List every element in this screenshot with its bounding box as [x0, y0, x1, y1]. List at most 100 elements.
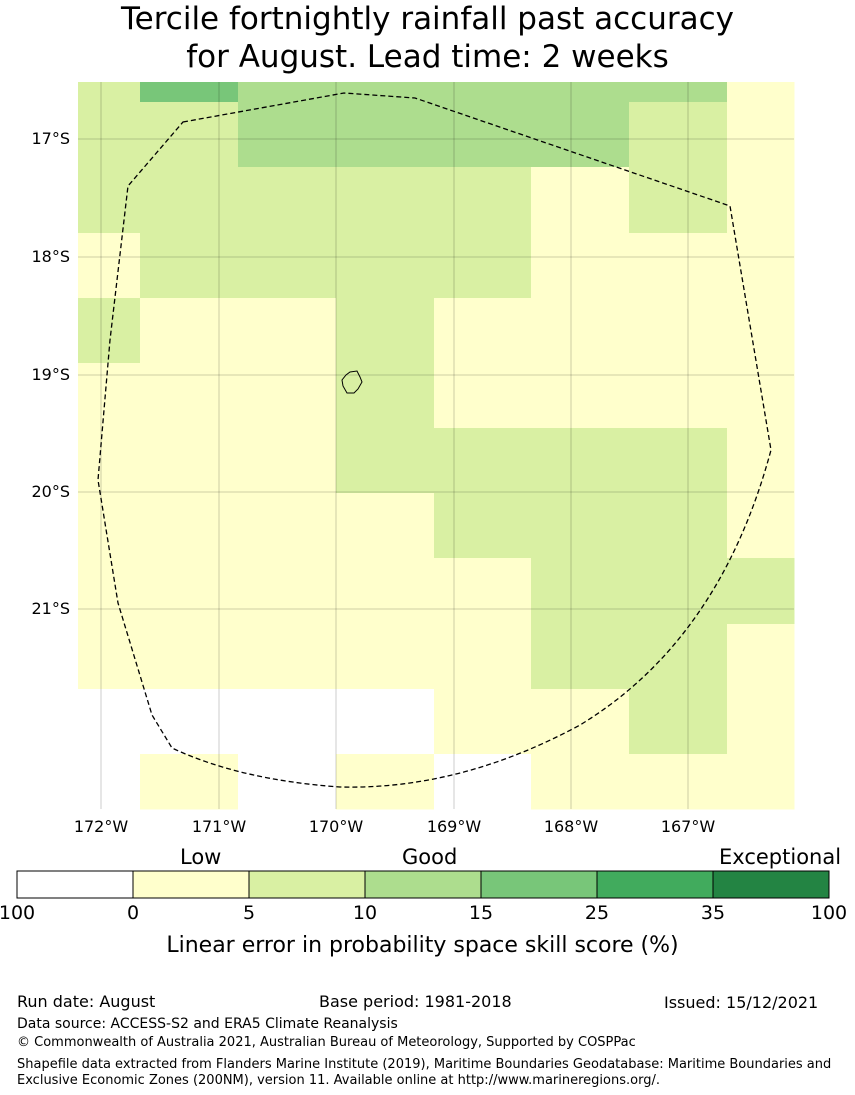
grid-cell [434, 624, 532, 690]
grid-cell [531, 167, 630, 234]
grid-cell [629, 82, 728, 103]
grid-cell [238, 233, 337, 299]
grid-cell [531, 428, 630, 494]
grid-cell [140, 363, 239, 429]
skill-map [78, 82, 795, 810]
grid-cell [78, 428, 141, 494]
grid-cell [531, 363, 630, 429]
grid-cell [727, 558, 795, 625]
grid-cell [78, 558, 141, 625]
lat-label: 21°S [31, 599, 70, 618]
grid-cell [727, 689, 795, 755]
eez-boundary [97, 92, 772, 788]
grid-cell [238, 102, 337, 168]
lon-label: 167°W [660, 817, 716, 836]
colorbar-tick: 10 [352, 902, 378, 924]
title-line-2: for August. Lead time: 2 weeks [186, 39, 669, 75]
map-gridlines [78, 82, 794, 809]
grid-cell [78, 624, 141, 690]
grid-cell [78, 102, 141, 168]
colorbar-tick: 5 [242, 902, 256, 924]
grid-cell [531, 754, 630, 810]
colorbar-low-label: Low [180, 845, 222, 869]
grid-cell [238, 493, 337, 559]
grid-cell [727, 233, 795, 299]
grid-cell [727, 167, 795, 234]
grid-cell [629, 689, 728, 755]
grid-cell [629, 363, 728, 429]
grid-cell [531, 82, 630, 103]
grid-cell [336, 689, 435, 755]
grid-cell [434, 493, 532, 559]
lon-label: 172°W [73, 817, 129, 836]
grid-cell [336, 493, 435, 559]
grid-cell [140, 102, 239, 168]
colorbar-bin [17, 871, 133, 898]
grid-cell [629, 298, 728, 364]
grid-cell [434, 428, 532, 494]
grid-cell [434, 363, 532, 429]
grid-cell [78, 82, 141, 103]
grid-cell [434, 689, 532, 755]
grid-cell [727, 493, 795, 559]
grid-cell [140, 428, 239, 494]
grid-cell [140, 233, 239, 299]
niue-island-outline [341, 370, 363, 394]
grid-cell [78, 298, 141, 364]
colorbar-dividers [132, 871, 714, 898]
grid-cell [78, 233, 141, 299]
grid-cell [629, 558, 728, 625]
colorbar-frame [16, 870, 830, 899]
grid-cell [238, 298, 337, 364]
colorbar-tick: 0 [126, 902, 140, 924]
shapefile-credit: Shapefile data extracted from Flanders M… [17, 1057, 832, 1088]
grid-cell [336, 102, 435, 168]
colorbar-bin [597, 871, 713, 898]
grid-cell [629, 624, 728, 690]
grid-cell [140, 298, 239, 364]
colorbar-good-label: Good [402, 845, 458, 869]
lon-label: 169°W [426, 817, 482, 836]
grid-cell [434, 754, 532, 810]
copyright: © Commonwealth of Australia 2021, Austra… [17, 1035, 636, 1050]
grid-cell [727, 363, 795, 429]
grid-cell [78, 754, 141, 810]
grid-cell [140, 754, 239, 810]
grid-cell [434, 233, 532, 299]
grid-cell [336, 82, 435, 103]
grid-cell [336, 167, 435, 234]
grid-cell [531, 558, 630, 625]
title-line-1: Tercile fortnightly rainfall past accura… [120, 1, 735, 37]
grid-cell [531, 624, 630, 690]
colorbar-exceptional-label: Exceptional [719, 845, 842, 869]
grid-cell [629, 493, 728, 559]
grid-cell [238, 363, 337, 429]
colorbar-tick: 100 [0, 902, 36, 924]
grid-cell [238, 624, 337, 690]
grid-cell [727, 624, 795, 690]
grid-cell [531, 493, 630, 559]
colorbar-tick: 25 [584, 902, 610, 924]
grid-cell [336, 363, 435, 429]
lon-label: 168°W [543, 817, 599, 836]
grid-cell [238, 689, 337, 755]
grid-cell [727, 102, 795, 168]
lon-label: 170°W [308, 817, 364, 836]
grid-cell [434, 82, 532, 103]
lat-label: 17°S [31, 129, 70, 148]
lat-label: 18°S [31, 247, 70, 266]
grid-cell [140, 558, 239, 625]
grid-cell [140, 167, 239, 234]
grid-cell [336, 428, 435, 494]
grid-cell [238, 558, 337, 625]
grid-cell [140, 624, 239, 690]
grid-cell [434, 298, 532, 364]
colorbar-bin [481, 871, 597, 898]
grid-cell [531, 689, 630, 755]
grid-cell [727, 82, 795, 103]
colorbar-tick: 35 [700, 902, 726, 924]
grid-cell [336, 558, 435, 625]
base-period: Base period: 1981-2018 [319, 992, 512, 1011]
colorbar-bin [249, 871, 365, 898]
grid-cell [629, 167, 728, 234]
